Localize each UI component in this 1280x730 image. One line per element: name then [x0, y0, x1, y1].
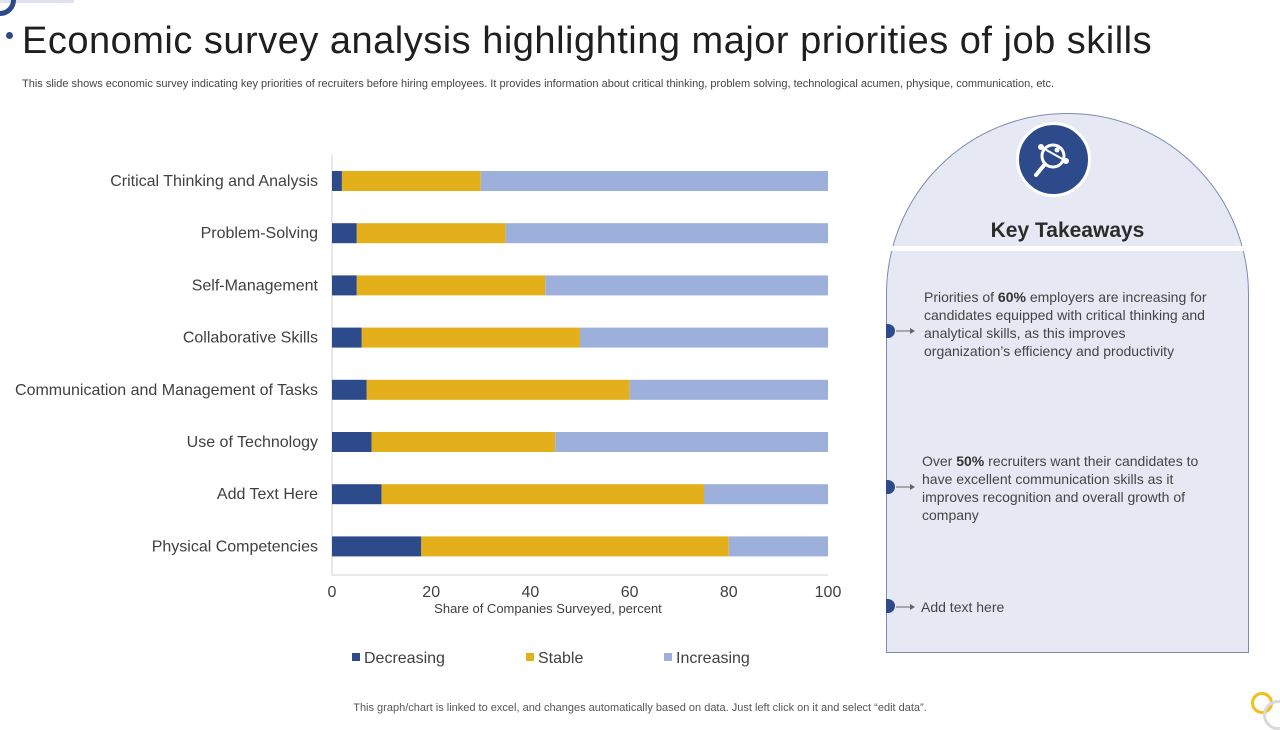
x-tick-label: 60 — [621, 584, 639, 601]
bar-segment-decreasing[interactable] — [332, 379, 367, 400]
x-tick-label: 20 — [422, 584, 440, 601]
category-label: Communication and Management of Tasks — [15, 382, 318, 399]
category-label: Collaborative Skills — [183, 330, 318, 347]
bar-segment-increasing[interactable] — [505, 223, 828, 244]
x-tick-label: 0 — [328, 584, 337, 601]
bar-segment-increasing[interactable] — [629, 379, 828, 400]
takeaway-text-2: Over 50% recruiters want their candidate… — [922, 453, 1199, 523]
bar-segment-increasing[interactable] — [728, 536, 828, 557]
page-subtitle: This slide shows economic survey indicat… — [22, 78, 1055, 90]
x-axis-label: Share of Companies Surveyed, percent — [434, 601, 662, 616]
bar-segment-stable[interactable] — [366, 379, 630, 400]
bar-segment-decreasing[interactable] — [332, 432, 372, 452]
top-accent-dot — [6, 32, 13, 39]
bar-segment-stable[interactable] — [381, 484, 704, 505]
bar-segment-stable[interactable] — [371, 432, 556, 452]
legend-swatch — [352, 653, 360, 661]
category-label: Add Text Here — [217, 486, 318, 503]
x-tick-label: 40 — [522, 584, 540, 601]
bar-segment-stable[interactable] — [341, 171, 481, 191]
bar-segment-decreasing[interactable] — [332, 327, 362, 348]
legend-label: Increasing — [676, 650, 750, 667]
bar-segment-stable[interactable] — [356, 223, 506, 244]
arrow-right-icon — [896, 604, 915, 610]
takeaway-text-3: Add text here — [921, 599, 1005, 615]
bar-segment-increasing[interactable] — [580, 327, 828, 348]
arrow-right-icon — [896, 484, 915, 490]
top-accent-circle — [0, 0, 16, 16]
bar-segment-increasing[interactable] — [545, 275, 828, 296]
takeaways-divider — [886, 246, 1249, 251]
footer-note: This graph/chart is linked to excel, and… — [353, 702, 927, 714]
takeaway-bullet-icon — [886, 324, 895, 338]
magnifier-network-icon — [1016, 122, 1091, 197]
bar-segment-decreasing[interactable] — [332, 171, 342, 191]
takeaway-text-1: Priorities of 60% employers are increasi… — [924, 289, 1207, 359]
category-label: Problem-Solving — [201, 225, 318, 242]
bar-segment-decreasing[interactable] — [332, 275, 357, 296]
legend-label: Decreasing — [364, 650, 445, 667]
bottom-accent-circle-grey — [1263, 700, 1280, 730]
top-accent-bar — [0, 0, 74, 3]
bar-segment-increasing[interactable] — [480, 171, 828, 191]
page-title: Economic survey analysis highlighting ma… — [22, 20, 1153, 62]
arrow-right-icon — [896, 328, 915, 334]
bar-segment-stable[interactable] — [361, 327, 580, 348]
bar-segment-decreasing[interactable] — [332, 536, 422, 557]
takeaway-bullet-icon — [886, 599, 895, 613]
category-label: Physical Competencies — [152, 538, 318, 555]
stacked-bar-chart[interactable]: Critical Thinking and Analysis Problem-So… — [0, 140, 870, 680]
x-tick-label: 100 — [815, 584, 842, 601]
bar-segment-stable[interactable] — [421, 536, 729, 557]
legend-swatch — [664, 653, 672, 661]
takeaways-title: Key Takeaways — [990, 219, 1145, 242]
bar-segment-stable[interactable] — [356, 275, 546, 296]
category-label: Critical Thinking and Analysis — [110, 173, 318, 190]
bar-segment-increasing[interactable] — [704, 484, 828, 505]
bar-segment-decreasing[interactable] — [332, 484, 382, 505]
bar-segment-increasing[interactable] — [555, 432, 828, 452]
legend-swatch — [526, 653, 534, 661]
category-label: Use of Technology — [187, 434, 318, 451]
takeaway-bullet-icon — [886, 480, 895, 494]
takeaways-panel — [886, 113, 1249, 653]
bar-segment-decreasing[interactable] — [332, 223, 357, 244]
category-label: Self-Management — [192, 277, 319, 294]
legend-label: Stable — [538, 650, 583, 667]
x-tick-label: 80 — [720, 584, 738, 601]
